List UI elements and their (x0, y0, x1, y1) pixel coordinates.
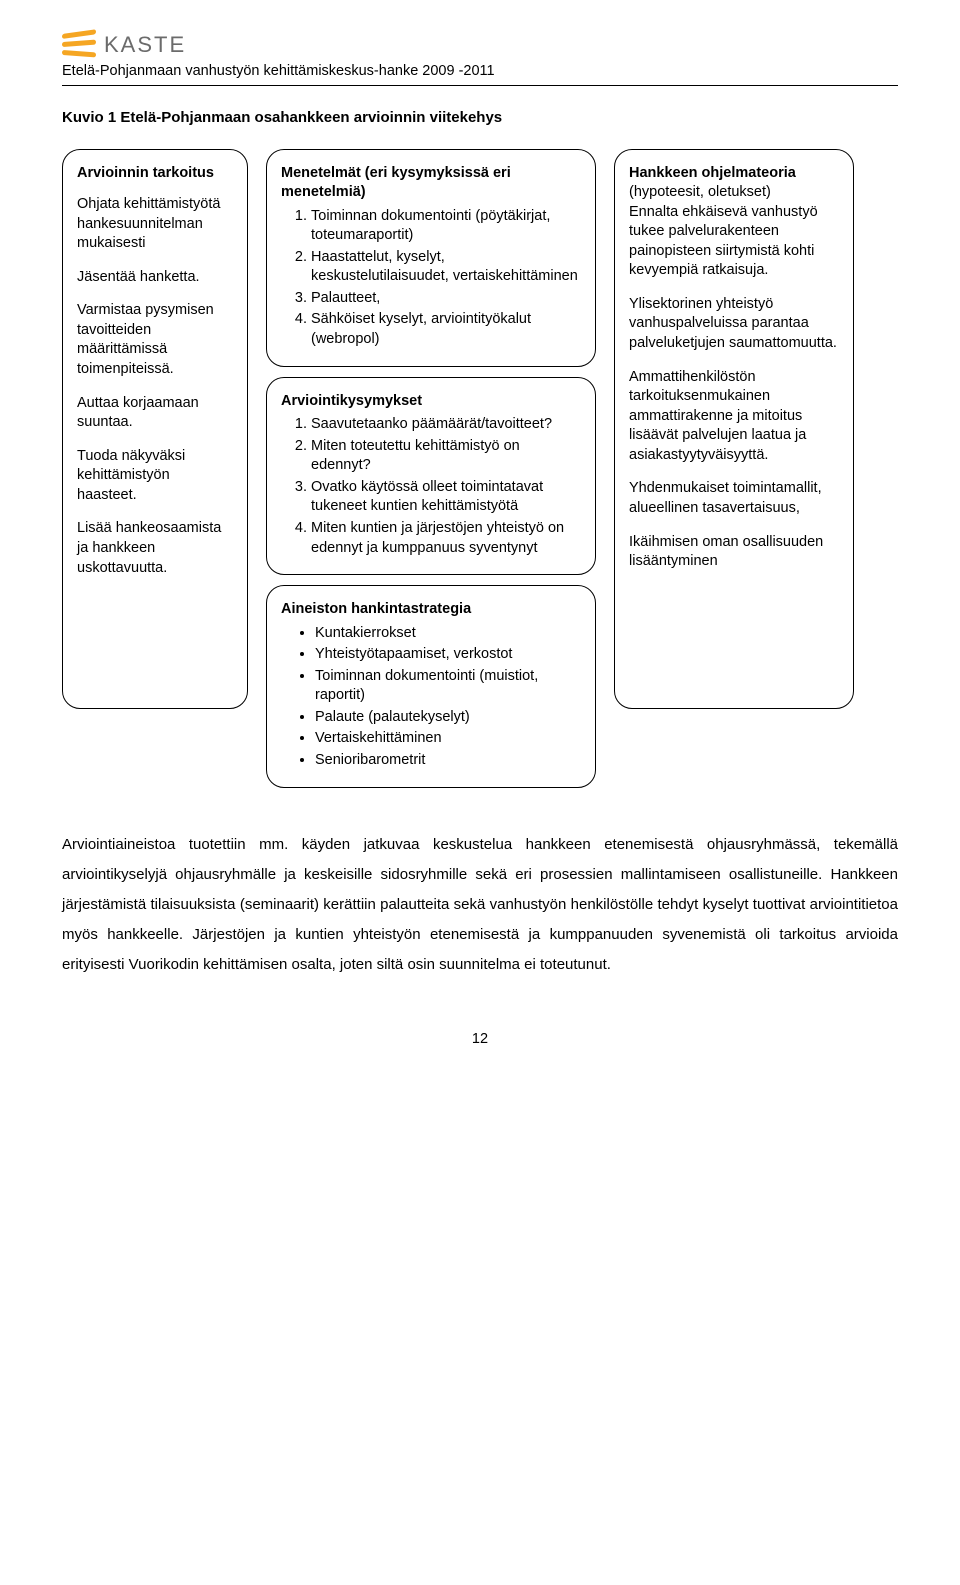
strategy-list: Kuntakierrokset Yhteistyötapaamiset, ver… (281, 624, 581, 771)
col-purpose: Arvioinnin tarkoitus Ohjata kehittämisty… (62, 149, 248, 709)
logo-mark-icon (62, 32, 96, 58)
questions-list: Saavutetaanko päämäärät/tavoitteet? Mite… (281, 415, 581, 558)
strategy-heading: Aineiston hankintastrategia (281, 600, 581, 620)
questions-heading: Arviointikysymykset (281, 392, 581, 412)
brand-logo: KASTE (62, 30, 898, 60)
page-number: 12 (62, 1030, 898, 1050)
methods-item: Toiminnan dokumentointi (pöytäkirjat, to… (311, 207, 581, 246)
panel-theory: Hankkeen ohjelmateoria (hypoteesit, olet… (614, 149, 854, 709)
theory-p2: Ylisektorinen yhteistyö vanhuspalveluiss… (629, 295, 839, 354)
questions-item: Saavutetaanko päämäärät/tavoitteet? (311, 415, 581, 435)
strategy-item: Toiminnan dokumentointi (muistiot, rapor… (315, 667, 581, 706)
panel-strategy: Aineiston hankintastrategia Kuntakierrok… (266, 585, 596, 788)
questions-item: Miten toteutettu kehittämistyö on edenny… (311, 437, 581, 476)
strategy-item: Senioribarometrit (315, 751, 581, 771)
purpose-p4: Auttaa korjaamaan suuntaa. (77, 394, 233, 433)
panel-methods: Menetelmät (eri kysymyksissä eri menetel… (266, 149, 596, 367)
purpose-p1: Ohjata kehittämistyötä hankesuunnitelman… (77, 195, 233, 254)
figure-title: Kuvio 1 Etelä-Pohjanmaan osahankkeen arv… (62, 108, 898, 128)
theory-p5: Ikäihmisen oman osallisuuden lisääntymin… (629, 533, 839, 572)
col-theory: Hankkeen ohjelmateoria (hypoteesit, olet… (614, 149, 854, 709)
purpose-p2: Jäsentää hanketta. (77, 268, 233, 288)
theory-p4: Yhdenmukaiset toimintamallit, alueelline… (629, 479, 839, 518)
purpose-p3: Varmistaa pysymisen tavoitteiden määritt… (77, 301, 233, 379)
methods-item: Haastattelut, kyselyt, keskustelutilaisu… (311, 248, 581, 287)
body-paragraph: Arviointiaineistoa tuotettiin mm. käyden… (62, 830, 898, 980)
theory-p3: Ammattihenkilöstön tarkoituksenmukainen … (629, 368, 839, 466)
purpose-p6: Lisää hankeosaamista ja hankkeen uskotta… (77, 519, 233, 578)
methods-list: Toiminnan dokumentointi (pöytäkirjat, to… (281, 207, 581, 350)
methods-heading: Menetelmät (eri kysymyksissä eri menetel… (281, 164, 581, 203)
strategy-item: Vertaiskehittäminen (315, 729, 581, 749)
theory-heading: Hankkeen ohjelmateoria (629, 164, 839, 184)
theory-sub: (hypoteesit, oletukset) (629, 183, 839, 203)
theory-p1: Ennalta ehkäisevä vanhustyö tukee palvel… (629, 203, 839, 281)
methods-item: Sähköiset kyselyt, arviointityökalut (we… (311, 310, 581, 349)
questions-item: Ovatko käytössä olleet toimintatavat tuk… (311, 478, 581, 517)
brand-name: KASTE (104, 30, 186, 60)
strategy-item: Yhteistyötapaamiset, verkostot (315, 645, 581, 665)
panel-purpose: Arvioinnin tarkoitus Ohjata kehittämisty… (62, 149, 248, 709)
purpose-heading: Arvioinnin tarkoitus (77, 164, 233, 184)
methods-item: Palautteet, (311, 289, 581, 309)
header-line: Etelä-Pohjanmaan vanhustyön kehittämiske… (62, 62, 898, 87)
strategy-item: Palaute (palautekyselyt) (315, 708, 581, 728)
col-methods: Menetelmät (eri kysymyksissä eri menetel… (266, 149, 596, 788)
questions-item: Miten kuntien ja järjestöjen yhteistyö o… (311, 519, 581, 558)
strategy-item: Kuntakierrokset (315, 624, 581, 644)
panel-questions: Arviointikysymykset Saavutetaanko päämää… (266, 377, 596, 576)
framework-columns: Arvioinnin tarkoitus Ohjata kehittämisty… (62, 149, 898, 788)
purpose-p5: Tuoda näkyväksi kehittämistyön haasteet. (77, 447, 233, 506)
